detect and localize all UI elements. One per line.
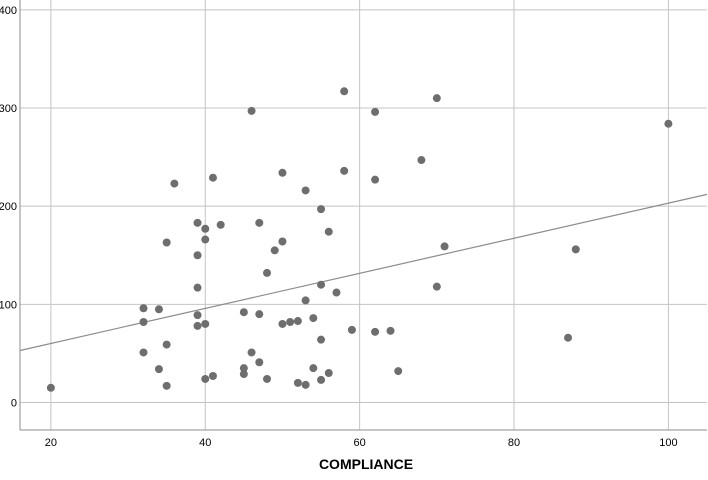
data-point bbox=[193, 311, 202, 320]
data-point bbox=[332, 288, 341, 297]
x-tick-label: 80 bbox=[508, 437, 520, 449]
data-point bbox=[293, 317, 302, 326]
data-point bbox=[255, 310, 264, 319]
data-points-layer bbox=[46, 87, 673, 392]
data-point bbox=[301, 380, 310, 389]
data-point bbox=[201, 224, 210, 233]
data-point bbox=[270, 246, 279, 255]
x-tick-label: 60 bbox=[354, 437, 366, 449]
data-point bbox=[317, 205, 326, 214]
plot-frame-layer bbox=[19, 0, 707, 431]
data-point bbox=[193, 321, 202, 330]
data-point bbox=[340, 87, 349, 96]
data-point bbox=[386, 326, 395, 335]
data-point bbox=[201, 235, 210, 244]
data-point bbox=[309, 314, 318, 323]
data-point bbox=[571, 245, 580, 254]
data-point bbox=[324, 369, 333, 378]
data-point bbox=[293, 378, 302, 387]
data-point bbox=[263, 268, 272, 277]
data-point bbox=[340, 166, 349, 175]
data-point bbox=[162, 381, 171, 390]
data-point bbox=[193, 283, 202, 292]
data-point bbox=[417, 156, 426, 165]
data-point bbox=[309, 364, 318, 373]
data-point bbox=[371, 175, 380, 184]
fit-line bbox=[19, 193, 708, 352]
data-point bbox=[278, 237, 287, 246]
data-point bbox=[201, 374, 210, 383]
x-tick-label: 20 bbox=[45, 437, 57, 449]
data-point bbox=[664, 119, 673, 128]
data-point bbox=[255, 218, 264, 227]
x-tick-label: 40 bbox=[199, 437, 211, 449]
data-point bbox=[247, 106, 256, 115]
data-point bbox=[201, 319, 210, 328]
data-point bbox=[324, 227, 333, 236]
data-point bbox=[301, 186, 310, 195]
data-point bbox=[286, 318, 295, 327]
data-point bbox=[317, 335, 326, 344]
data-point bbox=[139, 318, 148, 327]
data-point bbox=[216, 220, 225, 229]
data-point bbox=[317, 280, 326, 289]
data-point bbox=[394, 367, 403, 376]
y-tick-label: 200 bbox=[0, 201, 17, 213]
data-point bbox=[139, 304, 148, 313]
data-point bbox=[440, 242, 449, 251]
data-point bbox=[347, 325, 356, 334]
data-point bbox=[564, 333, 573, 342]
data-point bbox=[432, 282, 441, 291]
data-point bbox=[208, 173, 217, 182]
data-point bbox=[278, 319, 287, 328]
data-point bbox=[193, 218, 202, 227]
data-point bbox=[255, 358, 264, 367]
data-point bbox=[432, 94, 441, 103]
data-point bbox=[317, 375, 326, 384]
data-point bbox=[162, 238, 171, 247]
data-point bbox=[278, 168, 287, 177]
data-point bbox=[162, 340, 171, 349]
data-point bbox=[239, 370, 248, 379]
x-tick-label: 100 bbox=[659, 437, 677, 449]
y-tick-label: 400 bbox=[0, 5, 17, 17]
data-point bbox=[371, 327, 380, 336]
data-point bbox=[263, 374, 272, 383]
data-point bbox=[154, 365, 163, 374]
grid-layer bbox=[20, 0, 707, 430]
data-point bbox=[239, 364, 248, 373]
tick-labels-layer: 0 100 200 300 400 20 40 60 80 100 bbox=[0, 5, 678, 449]
data-point bbox=[154, 305, 163, 314]
data-point bbox=[239, 308, 248, 317]
data-point bbox=[46, 383, 55, 392]
x-axis-title: COMPLIANCE bbox=[319, 456, 413, 472]
data-point bbox=[170, 179, 179, 188]
fit-line-layer bbox=[19, 193, 708, 352]
data-point bbox=[371, 107, 380, 116]
data-point bbox=[193, 251, 202, 260]
data-point bbox=[139, 348, 148, 357]
data-point bbox=[208, 372, 217, 381]
y-tick-label: 0 bbox=[11, 398, 17, 410]
y-tick-label: 300 bbox=[0, 103, 17, 115]
data-point bbox=[301, 296, 310, 305]
y-tick-label: 100 bbox=[0, 299, 17, 311]
data-point bbox=[247, 348, 256, 357]
